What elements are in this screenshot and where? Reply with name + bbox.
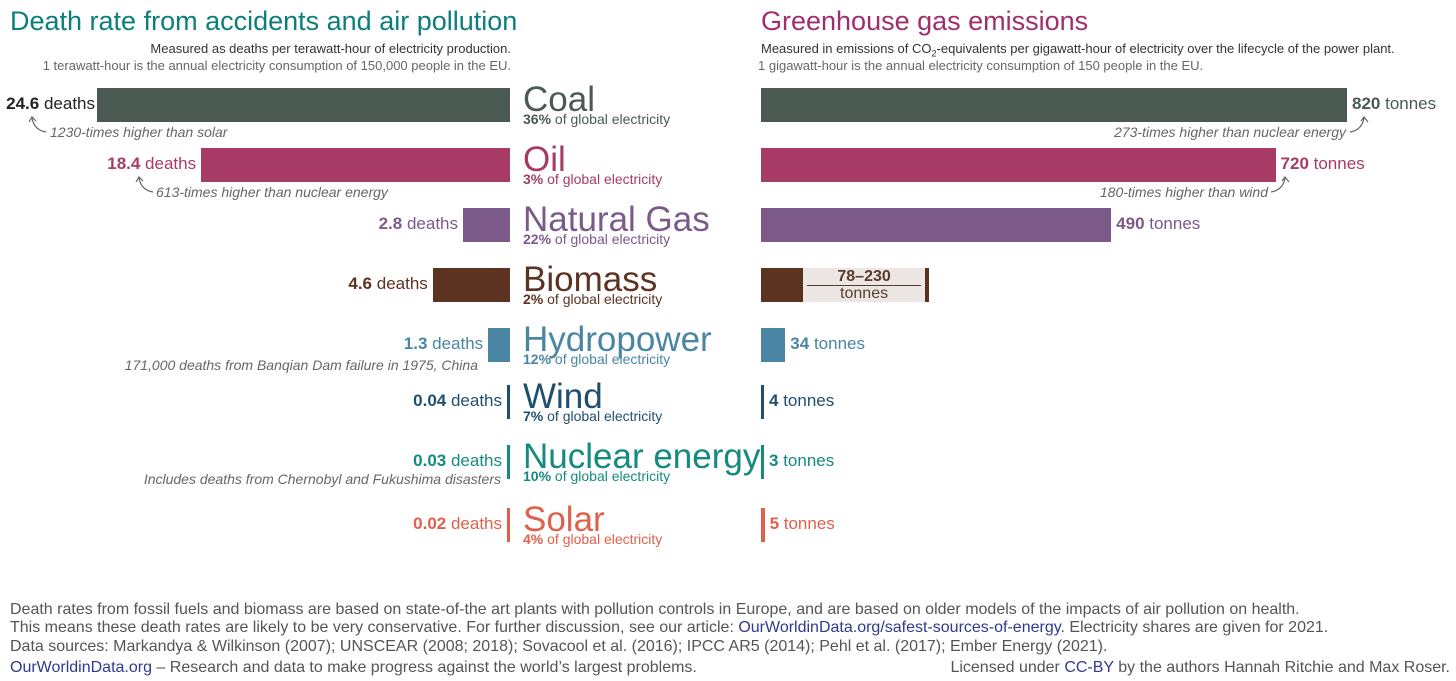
- oil-share-label: 3% of global electricity: [523, 171, 663, 187]
- nuclear-energy-deaths-bar: [507, 445, 510, 479]
- natural-gas-share-label: 22% of global electricity: [523, 231, 671, 247]
- nuclear-energy-source-name: Nuclear energy: [523, 437, 761, 476]
- wind-share-label: 7% of global electricity: [523, 408, 663, 424]
- oil-emissions-annotation: 180-times higher than wind: [1099, 184, 1268, 200]
- biomass-emissions-bar-min: [761, 268, 803, 302]
- solar-share-label: 4% of global electricity: [523, 531, 663, 547]
- coal-death-annotation: 1230-times higher than solar: [50, 124, 228, 140]
- solar-deaths-label: 0.02 deaths: [413, 514, 502, 533]
- hydro-death-annotation: 171,000 deaths from Banqian Dam failure …: [124, 357, 478, 373]
- biomass-share-label: 2% of global electricity: [523, 291, 663, 307]
- nuclear-energy-emissions-bar: [761, 445, 764, 479]
- footer-data-sources: Data sources: Markandya & Wilkinson (200…: [10, 638, 1108, 655]
- natural-gas-source-name: Natural Gas: [523, 200, 710, 239]
- solar-deaths-bar: [507, 508, 510, 542]
- biomass-emissions-label: 78–230 tonnes: [837, 268, 891, 302]
- hydropower-share-label: 12% of global electricity: [523, 351, 671, 367]
- oil-deaths-label: 18.4 deaths: [107, 154, 197, 173]
- biomass-emissions-bar-max: [925, 268, 930, 302]
- left-chart-title: Death rate from accidents and air pollut…: [10, 6, 518, 36]
- biomass-source-name: Biomass: [523, 260, 658, 299]
- oil-emissions-bar: [761, 148, 1276, 182]
- coal-deaths-label: 24.6 deaths: [6, 94, 95, 113]
- solar-emissions-bar: [761, 508, 765, 542]
- oil-deaths-bar: [201, 148, 510, 182]
- solar-source-name: Solar: [523, 500, 605, 539]
- footer-line-2: This means these death rates are likely …: [10, 619, 1329, 636]
- wind-emissions-bar: [761, 385, 764, 419]
- hydropower-deaths-bar: [488, 328, 510, 362]
- footer-line-1: Death rates from fossil fuels and biomas…: [10, 601, 1300, 618]
- biomass-range-line: [806, 285, 922, 286]
- nuclear-energy-emissions-label: 3 tonnes: [769, 451, 835, 470]
- footer-license: Licensed under CC-BY by the authors Hann…: [950, 659, 1450, 676]
- wind-deaths-label: 0.04 deaths: [413, 391, 502, 410]
- right-subtitle: Measured in emissions of CO2-equivalents…: [761, 41, 1395, 59]
- nuclear-energy-share-label: 10% of global electricity: [523, 468, 671, 484]
- article-link[interactable]: OurWorldinData.org/safest-sources-of-ene…: [738, 619, 1061, 636]
- wind-source-name: Wind: [523, 377, 603, 416]
- coal-emissions-annotation: 273-times higher than nuclear energy: [1114, 124, 1346, 140]
- wind-emissions-label: 4 tonnes: [769, 391, 835, 410]
- nuclear-death-annotation: Includes deaths from Chernobyl and Fukus…: [143, 471, 501, 487]
- hydropower-source-name: Hydropower: [523, 320, 712, 359]
- footer-line-4: OurWorldinData.org – Research and data t…: [10, 659, 697, 676]
- coal-source-name: Coal: [523, 80, 595, 119]
- natural-gas-deaths-bar: [462, 208, 510, 242]
- right-chart-title: Greenhouse gas emissions: [761, 6, 1089, 36]
- coal-emissions-bar: [761, 88, 1347, 122]
- license-link[interactable]: CC-BY: [1064, 659, 1114, 676]
- natural-gas-emissions-bar: [761, 208, 1112, 242]
- hydropower-emissions-label: 34 tonnes: [790, 334, 865, 353]
- oil-emissions-label: 720 tonnes: [1280, 154, 1365, 173]
- biomass-deaths-label: 4.6 deaths: [348, 274, 428, 293]
- natural-gas-deaths-label: 2.8 deaths: [378, 214, 458, 233]
- biomass-deaths-bar: [432, 268, 510, 302]
- natural-gas-emissions-label: 490 tonnes: [1116, 214, 1201, 233]
- coal-deaths-bar: [97, 88, 510, 122]
- hydropower-emissions-bar: [761, 328, 786, 362]
- wind-deaths-bar: [507, 385, 510, 419]
- oil-death-annotation: 613-times higher than nuclear energy: [156, 184, 388, 200]
- solar-emissions-label: 5 tonnes: [769, 514, 835, 533]
- coal-emissions-label: 820 tonnes: [1352, 94, 1437, 113]
- left-subtitle: Measured as deaths per terawatt-hour of …: [150, 41, 511, 56]
- owid-link[interactable]: OurWorldinData.org: [10, 659, 152, 676]
- left-subtitle-note: 1 terawatt-hour is the annual electricit…: [42, 58, 511, 73]
- coal-share-label: 36% of global electricity: [523, 111, 671, 127]
- oil-source-name: Oil: [523, 140, 566, 179]
- hydropower-deaths-label: 1.3 deaths: [403, 334, 484, 353]
- nuclear-energy-deaths-label: 0.03 deaths: [413, 451, 502, 470]
- right-subtitle-note: 1 gigawatt-hour is the annual electricit…: [758, 58, 1204, 73]
